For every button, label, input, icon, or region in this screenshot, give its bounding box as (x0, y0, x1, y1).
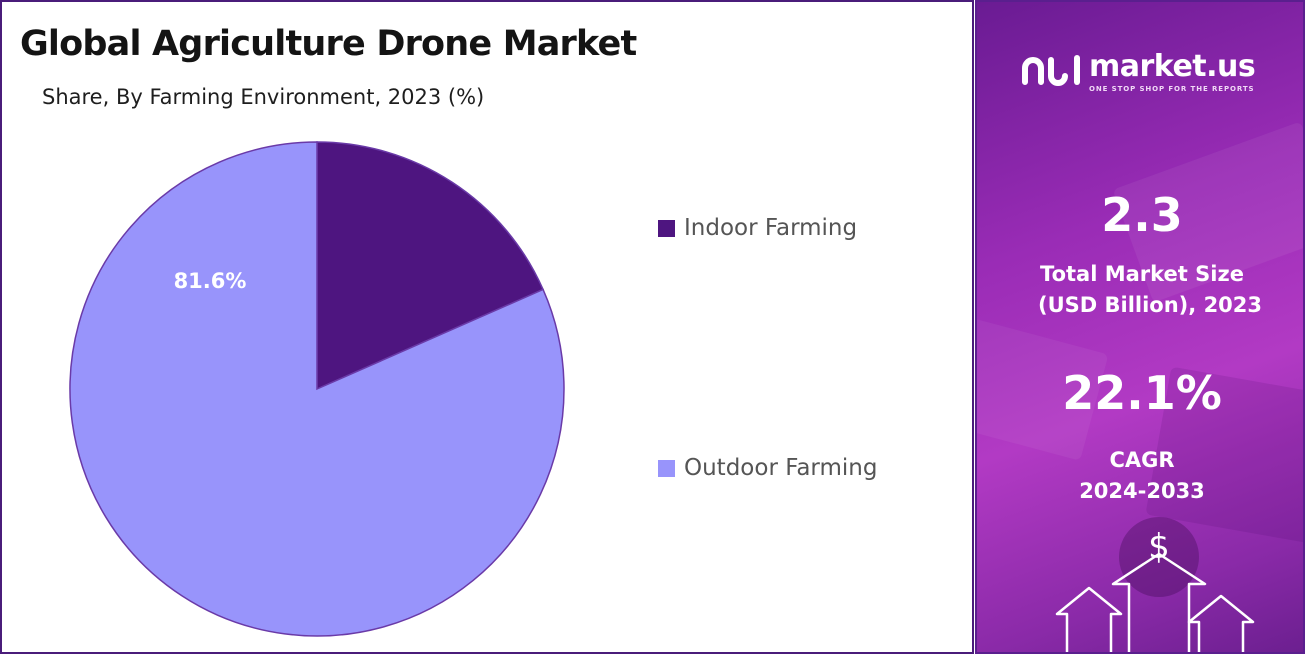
market-size-label-line2: (USD Billion), 2023 (1037, 293, 1263, 317)
brand-logo: market.us ONE STOP SHOP FOR THE REPORTS (1019, 49, 1256, 93)
growth-arrows-decoration: $ (1055, 517, 1255, 652)
brand-name: market.us (1089, 49, 1256, 84)
cagr-value: 22.1% (1062, 366, 1222, 420)
legend-item-outdoor-farming: Outdoor Farming (658, 455, 877, 481)
chart-panel: Global Agriculture Drone Market Share, B… (0, 0, 974, 654)
pie-slice-indoor-farming (316, 141, 545, 391)
pie-chart: 81.6% (69, 141, 565, 637)
legend-item-indoor-farming: Indoor Farming (658, 215, 857, 241)
market-size-value: 2.3 (1101, 188, 1183, 242)
legend-swatch-outdoor-farming (658, 459, 675, 477)
chart-subtitle: Share, By Farming Environment, 2023 (%) (42, 85, 485, 109)
cagr-label-line1: CAGR (1109, 448, 1175, 472)
market-size-label-line1: Total Market Size (1040, 262, 1244, 286)
dollar-icon (1119, 517, 1199, 597)
dollar-symbol: $ (1148, 527, 1170, 567)
brand-tagline: ONE STOP SHOP FOR THE REPORTS (1089, 85, 1255, 93)
cagr-label-line2: 2024-2033 (1079, 479, 1205, 503)
chart-title: Global Agriculture Drone Market (20, 24, 637, 64)
legend-label-indoor-farming: Indoor Farming (684, 215, 858, 241)
pie-data-label-outdoor-farming: 81.6% (174, 269, 247, 293)
pie-slice-outdoor-farming (69, 141, 565, 637)
arrow-up-icon (1055, 552, 1255, 652)
legend-label-outdoor-farming: Outdoor Farming (684, 455, 878, 481)
legend-swatch-indoor-farming (658, 219, 675, 237)
stats-panel: market.us ONE STOP SHOP FOR THE REPORTS … (975, 0, 1305, 654)
market-us-logo-icon (1022, 55, 1080, 86)
